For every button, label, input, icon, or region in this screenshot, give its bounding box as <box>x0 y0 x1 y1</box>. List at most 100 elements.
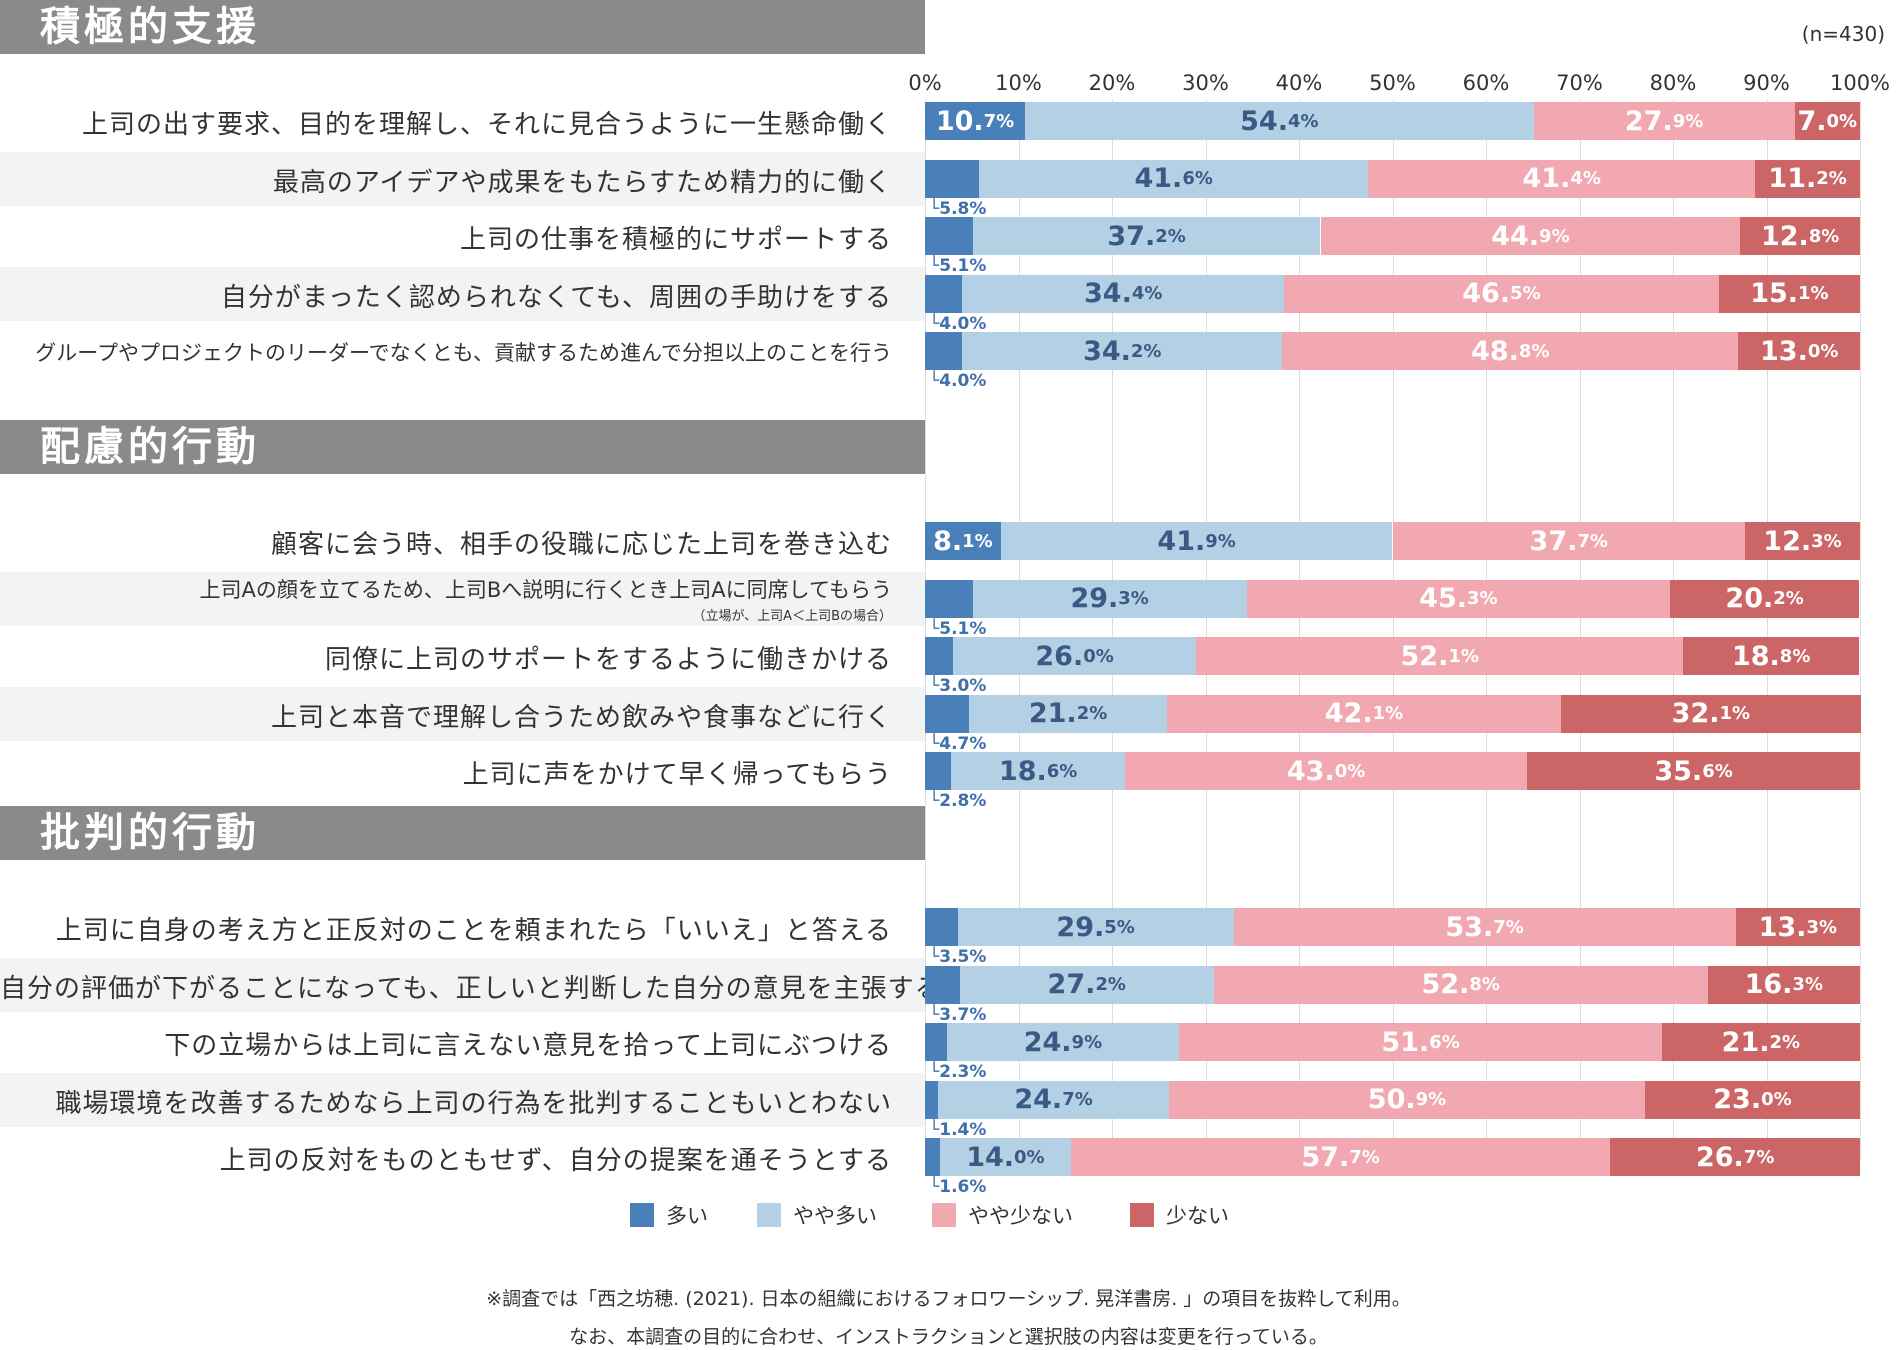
bar-segment-few: 32. 1% <box>1560 694 1861 733</box>
footnote-line-1: ※調査では「西之坊穂. (2021). 日本の組織におけるフォロワーシップ. 晃… <box>486 1288 1411 1310</box>
bar-segment-few: 13. 0% <box>1738 332 1860 370</box>
gridline <box>1299 100 1300 1160</box>
bar-outside-label: └1.6% <box>929 1177 987 1197</box>
bar-segment-few: 12. 8% <box>1740 217 1860 255</box>
legend-swatch-somewhat-few <box>932 1203 956 1227</box>
bar-segment-somewhat-few: 27. 9% <box>1533 102 1795 140</box>
bar-segment-somewhat-many: 26. 0% <box>953 637 1197 675</box>
x-tick-label: 70% <box>1556 71 1603 95</box>
sample-size-label: (n=430) <box>1801 22 1885 46</box>
row-background <box>0 686 925 741</box>
bar-segment-somewhat-many: 41. 6% <box>979 159 1369 198</box>
section-header: 批判的行動 <box>0 806 925 860</box>
bar-segment-somewhat-many: 37. 2% <box>972 217 1321 255</box>
row-label: 上司に声をかけて早く帰ってもらう <box>462 760 892 790</box>
gridline <box>1579 100 1581 1160</box>
bar-segment-few: 35. 6% <box>1527 752 1860 790</box>
bar-segment-somewhat-few: 43. 0% <box>1125 752 1528 790</box>
bar-segment-many <box>925 1023 947 1061</box>
bar-segment-somewhat-many: 18. 6% <box>951 752 1126 790</box>
bar-segment-few: 26. 7% <box>1610 1138 1860 1176</box>
x-tick-label: 40% <box>1275 71 1323 95</box>
bar-segment-somewhat-many: 54. 4% <box>1025 102 1534 140</box>
bar-segment-many <box>925 637 954 675</box>
row-label: 上司の仕事を積極的にサポートする <box>459 225 892 255</box>
row-sublabel: （立場が、上司A＜上司Bの場合） <box>692 608 892 624</box>
bar-outside-label: └2.8% <box>929 791 987 811</box>
bar-segment-somewhat-many: 21. 2% <box>968 694 1168 733</box>
bar-segment-few: 23. 0% <box>1644 1080 1860 1119</box>
legend-item-somewhat-many: やや多い <box>757 1200 877 1230</box>
bar-segment-somewhat-many: 24. 9% <box>946 1023 1180 1061</box>
row-label: 上司の反対をものともせず、自分の提案を通そうとする <box>219 1146 892 1176</box>
bar-outside-label: └2.3% <box>929 1062 987 1082</box>
bar-outside-label: └5.1% <box>929 618 987 639</box>
bar-segment-few: 16. 3% <box>1707 965 1860 1004</box>
bar-segment-few: 12. 3% <box>1744 522 1860 560</box>
bar-segment-many <box>925 1138 940 1176</box>
gridline <box>1486 100 1487 1160</box>
bar-segment-somewhat-many: 27. 2% <box>959 965 1214 1004</box>
legend-label-somewhat-few: やや少ない <box>968 1204 1073 1228</box>
bar-segment-somewhat-many: 34. 4% <box>962 274 1285 313</box>
bar-segment-few: 15. 1% <box>1718 274 1860 313</box>
bar-segment-many: 10. 7% <box>925 102 1026 140</box>
row-label: 最高のアイデアや成果をもたらすため精力的に働く <box>272 167 892 198</box>
bar-segment-few: 13. 3% <box>1735 908 1860 946</box>
gridline <box>1673 100 1674 1160</box>
legend-label-somewhat-many: やや多い <box>793 1204 877 1228</box>
bar-segment-few: 21. 2% <box>1661 1023 1860 1061</box>
row-background <box>0 266 925 321</box>
bar-segment-many <box>925 159 980 198</box>
gridline <box>925 100 926 1160</box>
bar-segment-many <box>925 274 963 313</box>
row-label: 自分がまったく認められなくても、周囲の手助けをする <box>220 282 892 313</box>
row-label: 職場環境を改善するためなら上司の行為を批判することもいとわない <box>55 1088 892 1119</box>
gridline <box>1112 100 1113 1160</box>
row-label: 上司と本音で理解し合うため飲みや食事などに行く <box>270 702 892 733</box>
gridline <box>1860 100 1861 1160</box>
x-tick-label: 10% <box>995 71 1042 95</box>
bar-outside-label: └5.1% <box>929 256 987 276</box>
bar-segment-somewhat-few: 53. 7% <box>1233 908 1736 946</box>
bar-segment-many <box>925 217 973 255</box>
x-tick-label: 30% <box>1182 71 1229 95</box>
bar-segment-few: 7. 0% <box>1794 102 1860 140</box>
bar-segment-somewhat-few: 48. 8% <box>1282 332 1739 370</box>
bar-segment-many <box>925 332 963 370</box>
bar-outside-label: └3.5% <box>929 947 987 967</box>
gridline <box>1205 100 1207 1160</box>
bar-outside-label: └5.8% <box>929 198 987 219</box>
row-background <box>0 151 925 206</box>
row-label: 上司Aの顔を立てるため、上司Bへ説明に行くとき上司Aに同席してもらう <box>199 577 892 602</box>
legend-swatch-somewhat-many <box>757 1203 781 1227</box>
bar-segment-somewhat-few: 42. 1% <box>1167 694 1561 733</box>
bar-segment-few: 11. 2% <box>1755 159 1860 198</box>
x-tick-label: 80% <box>1649 71 1697 95</box>
x-tick-label: 50% <box>1369 71 1416 95</box>
legend-label-many: 多い <box>666 1204 708 1228</box>
bar-outside-label: └3.0% <box>929 676 987 696</box>
bar-segment-somewhat-few: 51. 6% <box>1179 1023 1662 1061</box>
bar-outside-label: └4.0% <box>929 313 987 334</box>
bar-segment-somewhat-few: 52. 8% <box>1213 965 1708 1004</box>
bar-segment-somewhat-few: 37. 7% <box>1392 522 1745 560</box>
row-label: 下の立場からは上司に言えない意見を拾って上司にぶつける <box>164 1031 892 1061</box>
row-label: グループやプロジェクトのリーダーでなくとも、貢献するため進んで分担以上のことを行… <box>35 341 892 365</box>
x-tick-label: 90% <box>1743 71 1790 95</box>
bar-segment-somewhat-few: 57. 7% <box>1070 1138 1611 1176</box>
bar-segment-many <box>925 694 969 733</box>
bar-segment-somewhat-few: 52. 1% <box>1196 637 1684 675</box>
row-background <box>0 571 925 626</box>
bar-segment-many: 8. 1% <box>925 522 1001 560</box>
gridline <box>1018 100 1020 1160</box>
row-label: 自分の評価が下がることになっても、正しいと判断した自分の意見を主張する <box>0 973 942 1004</box>
bar-segment-somewhat-few: 41. 4% <box>1368 159 1756 198</box>
x-tick-label: 100% <box>1829 71 1891 95</box>
legend-label-few: 少ない <box>1166 1204 1229 1228</box>
bar-outside-label: └4.0% <box>929 371 987 391</box>
bar-segment-few: 20. 2% <box>1670 579 1860 618</box>
bar-segment-somewhat-few: 45. 3% <box>1246 579 1671 618</box>
x-tick-label: 60% <box>1462 71 1510 95</box>
bar-segment-somewhat-many: 24. 7% <box>938 1080 1170 1119</box>
